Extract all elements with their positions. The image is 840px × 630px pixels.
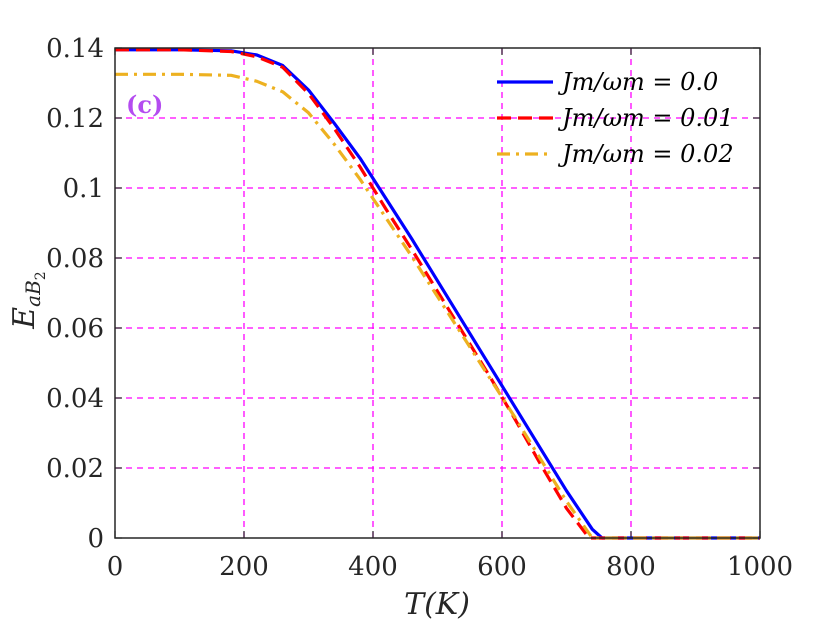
x-tick-label: 800 xyxy=(606,552,656,582)
series-line-3 xyxy=(115,72,760,540)
x-axis-label: T(K) xyxy=(404,587,470,622)
y-tick-label: 0.04 xyxy=(46,384,104,414)
y-axis-label-sub2: 2 xyxy=(33,271,49,280)
legend-label-2: Jm/ωm = 0.01 xyxy=(557,104,734,132)
grid xyxy=(115,48,760,538)
y-tick-label: 0 xyxy=(87,524,104,554)
y-axis-label-main: E xyxy=(7,307,42,330)
legend: Jm/ωm = 0.0 Jm/ωm = 0.01 Jm/ωm = 0.02 xyxy=(497,68,734,168)
x-tick-label: 1000 xyxy=(727,552,793,582)
axis-ticks: 0 200 400 600 800 1000 0 0.02 0.04 0.06 0.08 0.1 0.1… xyxy=(46,34,793,582)
x-tick-label: 0 xyxy=(107,552,124,582)
panel-label: (c) xyxy=(126,90,163,119)
y-tick-label: 0.1 xyxy=(63,174,104,204)
x-tick-label: 600 xyxy=(477,552,527,582)
y-tick-label: 0.08 xyxy=(46,244,104,274)
legend-label-1: Jm/ωm = 0.0 xyxy=(557,68,718,96)
y-axis-label: EaB2 xyxy=(7,271,49,329)
y-tick-label: 0.06 xyxy=(46,314,104,344)
y-tick-label: 0.14 xyxy=(46,34,104,64)
x-tick-label: 200 xyxy=(219,552,269,582)
x-tick-label: 400 xyxy=(348,552,398,582)
series-lines xyxy=(115,48,760,540)
y-tick-label: 0.12 xyxy=(46,104,104,134)
y-axis-label-sub1: aB xyxy=(21,280,45,307)
plot-frame xyxy=(114,47,761,539)
y-tick-label: 0.02 xyxy=(46,454,104,484)
series-line-1 xyxy=(115,48,760,540)
legend-label-3: Jm/ωm = 0.02 xyxy=(557,140,734,168)
series-line-2 xyxy=(115,48,760,540)
